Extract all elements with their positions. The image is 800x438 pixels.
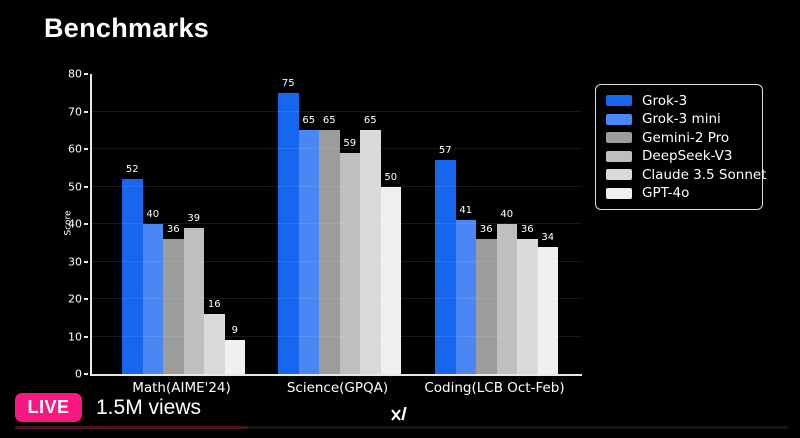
bar-value-label: 34 [541, 231, 555, 243]
x-category-label: Math(AIME'24) [132, 380, 231, 396]
bar-claude-3-5-sonnet [204, 314, 225, 374]
y-tick-label: 50 [68, 180, 82, 193]
x-category-label: Coding(LCB Oct-Feb) [424, 380, 565, 396]
view-count: 1.5M views [96, 396, 202, 419]
bar-value-label: 65 [302, 115, 316, 127]
chart-legend: Grok-3 Grok-3 mini Gemini-2 Pro DeepSeek-V3… [595, 84, 766, 210]
live-badge: LIVE [15, 393, 82, 422]
bar-grok-3 [122, 179, 143, 374]
y-tick-mark [84, 298, 88, 300]
bar-grok-3 [278, 92, 299, 374]
y-tick-label: 20 [68, 292, 82, 306]
bar-value-label: 41 [459, 205, 473, 217]
plot-area: 52 40 36 39 16 9 75 65 65 59 65 50 57 41 36 40 36 34 [90, 74, 582, 376]
legend-swatch [606, 187, 632, 199]
y-tick-label: 70 [68, 105, 82, 118]
y-tick-mark [84, 260, 88, 263]
bar-value-label: 59 [343, 137, 357, 149]
legend-item-label: DeepSeek-V3 [642, 148, 733, 164]
legend-swatch [606, 169, 632, 180]
y-tick-label: 30 [68, 255, 82, 268]
gridline [92, 148, 582, 149]
y-tick-label: 0 [75, 367, 82, 381]
legend-item-label: Gemini-2 Pro [642, 129, 730, 146]
legend-item-label: GPT-4o [642, 185, 690, 201]
x-axis: Math(AIME'24) Science(GPQA) Coding(LCB Oct… [90, 379, 580, 399]
bar-value-label: 40 [146, 209, 160, 220]
y-tick-mark [84, 148, 88, 150]
legend-item: DeepSeek-V3 [606, 149, 752, 164]
y-tick-mark [84, 110, 88, 113]
bar-claude-3-5-sonnet [517, 239, 538, 374]
bar-gpt-4o [380, 186, 401, 374]
bar-value-label: 75 [281, 77, 295, 89]
bar-gemini-2-pro [476, 239, 497, 374]
bar-value-label: 50 [384, 171, 398, 183]
y-tick-label: 40 [68, 217, 82, 231]
bar-deepseek-v3 [183, 227, 204, 374]
y-tick-label: 60 [68, 142, 82, 156]
legend-item: GPT-4o [606, 186, 752, 201]
y-tick-mark [84, 73, 88, 75]
bar-value-label: 9 [231, 325, 238, 337]
bar-gpt-4o [537, 246, 558, 374]
legend-swatch [606, 150, 632, 162]
legend-item: Claude 3.5 Sonnet [606, 167, 766, 182]
y-tick-mark [84, 223, 88, 225]
video-seekbar[interactable] [15, 426, 788, 429]
xai-logo-icon [389, 404, 411, 424]
y-tick-mark [84, 185, 88, 188]
legend-item-label: Claude 3.5 Sonnet [642, 166, 767, 183]
bar-gemini-2-pro [163, 239, 184, 374]
legend-swatch [606, 113, 632, 125]
gridline [92, 223, 582, 224]
bar-value-label: 65 [363, 115, 377, 127]
x-category-label: Science(GPQA) [286, 380, 389, 396]
bar-value-label: 40 [500, 209, 514, 220]
gridline [92, 298, 582, 299]
gridline [92, 260, 582, 262]
y-tick-mark [84, 373, 88, 375]
legend-item: Grok-3 mini [606, 112, 752, 127]
legend-item-label: Grok-3 [642, 92, 688, 109]
bar-value-label: 16 [207, 299, 221, 310]
y-tick-label: 10 [68, 330, 82, 343]
seekbar-played-portion [15, 426, 248, 429]
page-title: Benchmarks [44, 13, 210, 43]
bar-gemini-2-pro [319, 130, 340, 374]
bar-grok-3-mini [142, 224, 163, 374]
y-tick-mark [84, 335, 88, 338]
bar-deepseek-v3 [339, 152, 360, 374]
bar-value-label: 36 [520, 224, 534, 235]
gridline [92, 110, 582, 112]
gridline [92, 185, 582, 187]
bar-grok-3 [435, 160, 456, 374]
bar-value-label: 65 [322, 115, 336, 127]
bar-claude-3-5-sonnet [360, 130, 381, 374]
bar-value-label: 39 [187, 212, 201, 224]
gridline [92, 335, 582, 337]
legend-swatch [606, 132, 632, 143]
legend-item: Gemini-2 Pro [606, 130, 752, 145]
y-tick-label: 80 [68, 67, 82, 81]
bar-grok-3-mini [455, 220, 476, 374]
bar-value-label: 36 [479, 224, 493, 235]
bar-grok-3-mini [298, 130, 319, 374]
legend-swatch [606, 95, 632, 106]
bar-value-label: 36 [166, 224, 180, 235]
bar-deepseek-v3 [496, 224, 517, 374]
legend-item: Grok-3 [606, 93, 752, 108]
bar-gpt-4o [224, 340, 245, 374]
legend-item-label: Grok-3 mini [642, 111, 721, 127]
bar-value-label: 57 [438, 145, 452, 157]
y-axis: 0 10 20 30 40 50 60 70 80 [36, 69, 88, 380]
bar-value-label: 52 [125, 164, 139, 175]
